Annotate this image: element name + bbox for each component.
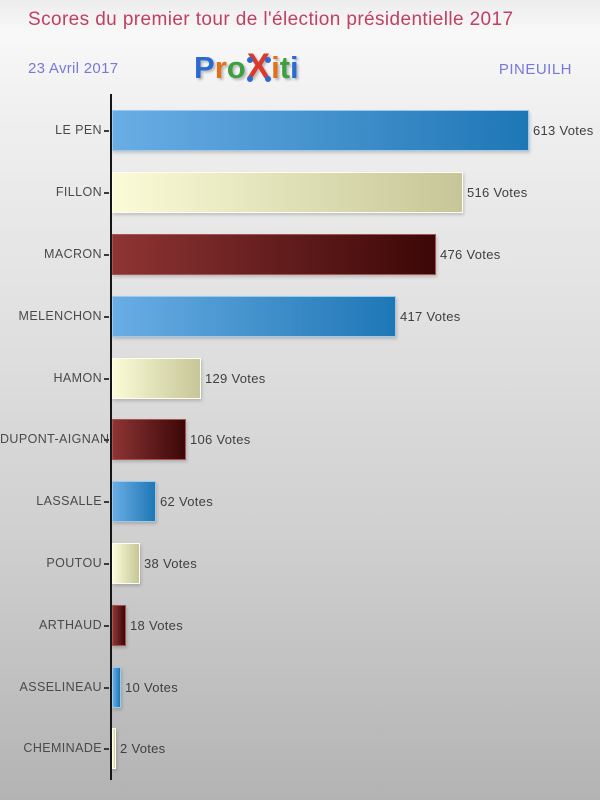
category-label: DUPONT-AIGNAN	[0, 432, 110, 447]
chart-row: LASSALLE 62 Votes	[0, 481, 600, 523]
axis-tick	[104, 748, 109, 751]
value-label: 2 Votes	[120, 741, 166, 757]
chart-row: MACRON 476 Votes	[0, 233, 600, 275]
axis-tick	[104, 315, 109, 318]
axis-tick	[104, 130, 109, 133]
category-label: POUTOU	[46, 555, 102, 570]
chart-row: CHEMINADE 2 Votes	[0, 728, 600, 770]
bar-asselineau	[112, 666, 121, 708]
axis-tick	[104, 439, 109, 442]
logo-letter: i	[271, 50, 280, 85]
chart-row: MELENCHON 417 Votes	[0, 295, 600, 337]
chart-row: ASSELINEAU 10 Votes	[0, 666, 600, 708]
value-label: 18 Votes	[130, 617, 183, 633]
value-label: 417 Votes	[400, 308, 461, 324]
chart-row: FILLON 516 Votes	[0, 172, 600, 214]
category-label: MELENCHON	[18, 308, 102, 323]
logo-letter: r	[214, 50, 227, 85]
bar-hamon	[112, 357, 201, 399]
bar-le-pen	[112, 110, 529, 152]
bar-fillon	[112, 172, 463, 214]
value-label: 10 Votes	[125, 679, 178, 695]
bar-melenchon	[112, 295, 396, 337]
bar-poutou	[112, 542, 140, 584]
category-label: MACRON	[44, 246, 102, 261]
value-label: 62 Votes	[160, 494, 213, 510]
page-title: Scores du premier tour de l'élection pré…	[28, 9, 514, 30]
bar-macron	[112, 233, 436, 275]
chart-row: ARTHAUD 18 Votes	[0, 604, 600, 646]
value-label: 38 Votes	[144, 555, 197, 571]
bar-cheminade	[112, 728, 116, 770]
bar-dupont-aignan	[112, 419, 186, 461]
axis-tick	[104, 192, 109, 195]
value-label: 476 Votes	[440, 246, 501, 262]
axis-tick	[104, 624, 109, 627]
category-label: ARTHAUD	[39, 617, 102, 632]
value-label: 613 Votes	[533, 123, 594, 139]
value-label: 129 Votes	[205, 370, 266, 386]
axis-tick	[104, 501, 109, 504]
logo-letter: t	[279, 50, 291, 85]
chart-row: DUPONT-AIGNAN 106 Votes	[0, 419, 600, 461]
bar-arthaud	[112, 604, 126, 646]
value-label: 516 Votes	[467, 185, 528, 201]
value-label: 106 Votes	[190, 432, 251, 448]
category-label: HAMON	[53, 370, 102, 385]
bar-lassalle	[112, 481, 156, 523]
chart-row: HAMON 129 Votes	[0, 357, 600, 399]
election-date: 23 Avril 2017	[28, 60, 119, 77]
category-label: LE PEN	[55, 123, 102, 138]
axis-tick	[104, 253, 109, 256]
axis-tick	[104, 686, 109, 689]
commune-name: PINEUILH	[498, 61, 572, 78]
logo-letter: o	[226, 50, 246, 85]
logo-letter: P	[194, 50, 215, 85]
logo-letter: X	[246, 47, 271, 86]
chart-row: LE PEN 613 Votes	[0, 110, 600, 152]
axis-tick	[104, 562, 109, 565]
category-label: CHEMINADE	[23, 741, 102, 756]
category-label: LASSALLE	[36, 494, 102, 509]
axis-tick	[104, 377, 109, 380]
category-label: FILLON	[55, 185, 102, 200]
proxiti-logo: ProXiti	[194, 47, 406, 86]
category-label: ASSELINEAU	[19, 679, 102, 694]
logo-letter: i	[290, 50, 299, 85]
y-axis-line	[110, 94, 112, 780]
chart-row: POUTOU 38 Votes	[0, 542, 600, 584]
